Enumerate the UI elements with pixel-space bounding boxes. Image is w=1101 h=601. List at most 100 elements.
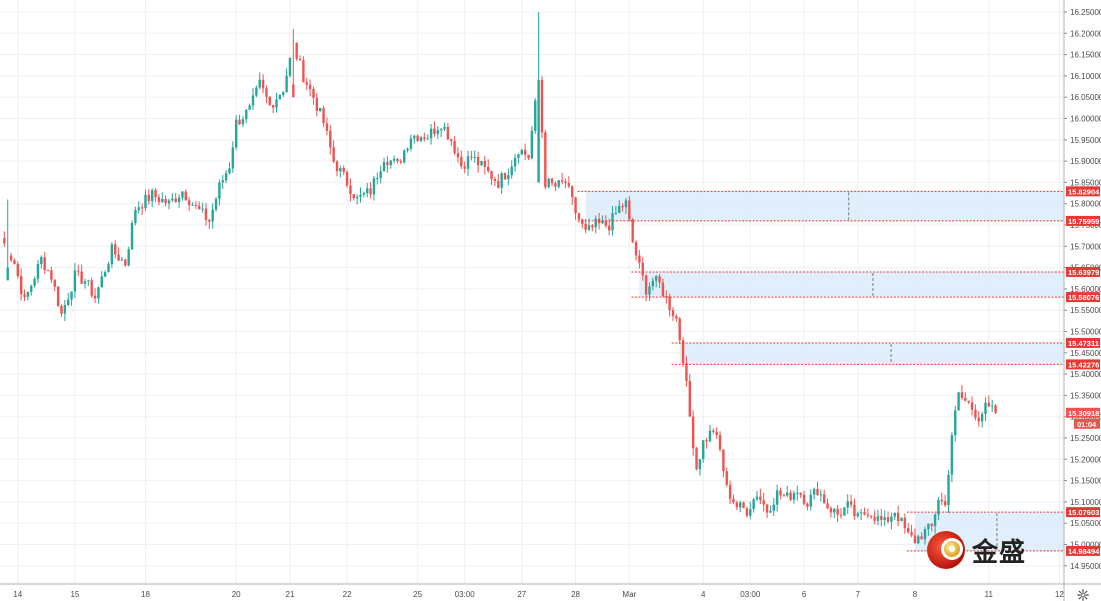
candle-body (752, 499, 755, 510)
y-tick-label: 15.90000 (1070, 157, 1101, 166)
level-zone (585, 191, 1064, 221)
candle-body (994, 405, 997, 414)
candle-body (480, 160, 483, 166)
candle-body (423, 137, 426, 139)
candle-body (920, 536, 923, 540)
candle-body (829, 508, 833, 513)
candle-body (36, 264, 40, 279)
candle-body (870, 515, 873, 517)
candle-body (114, 244, 117, 255)
candle-body (631, 219, 634, 243)
candle-body (950, 435, 954, 475)
candle-body (725, 471, 728, 485)
candle-body (63, 305, 67, 314)
candle-body (611, 213, 614, 231)
candle-body (937, 499, 940, 515)
candle-body (624, 200, 628, 208)
candle-body (295, 43, 298, 60)
level-label-bg (1066, 337, 1100, 348)
x-tick-label: Mar (622, 590, 636, 599)
candle-body (564, 181, 567, 183)
candle-body (604, 220, 607, 226)
gear-icon[interactable] (1077, 589, 1089, 601)
x-tick-label: 18 (141, 590, 150, 599)
candle-body (503, 173, 507, 180)
candle-body (198, 205, 201, 210)
candle-body (859, 512, 863, 514)
candle-body (581, 219, 584, 224)
candle-body (806, 503, 809, 507)
candle-body (419, 137, 423, 142)
candle-body (497, 181, 500, 188)
candle-body (315, 97, 319, 111)
candle-body (947, 474, 950, 506)
candle-body (285, 75, 288, 93)
candle-body (339, 168, 342, 172)
x-tick-label: 7 (856, 590, 861, 599)
y-tick-label: 15.00000 (1070, 541, 1101, 550)
x-tick-label: 20 (232, 590, 241, 599)
candle-body (376, 178, 379, 180)
candle-body (268, 96, 271, 106)
candle-body (218, 182, 221, 199)
candle-body (557, 180, 560, 187)
candle-body (571, 186, 574, 198)
level-zone (639, 271, 1064, 298)
candle-body (772, 504, 775, 511)
candle-body (372, 178, 376, 195)
candle-body (527, 154, 530, 159)
candle-body (681, 340, 685, 364)
candle-body (577, 213, 581, 220)
level-label: 15.47311 (1068, 339, 1099, 348)
level-label-bg (1066, 186, 1100, 197)
gold-coin-logo-icon (927, 531, 965, 569)
candle-body (943, 501, 947, 506)
candle-body (550, 178, 554, 184)
x-tick-label: 14 (13, 590, 22, 599)
candle-body (181, 191, 184, 198)
candle-body (638, 255, 641, 263)
candle-body (530, 130, 534, 159)
candle-body (6, 267, 9, 281)
level-lines (577, 190, 1064, 552)
candle-body (735, 502, 739, 508)
watermark-logo: 金盛 (926, 528, 1046, 574)
candle-body (50, 270, 53, 280)
candle-body (439, 129, 443, 131)
candle-body (255, 87, 258, 96)
candle-body (450, 139, 453, 142)
candle-body (873, 516, 876, 521)
candle-body (819, 494, 823, 496)
candle-body (161, 198, 164, 202)
candle-body (164, 198, 167, 204)
candle-body (843, 507, 846, 516)
candle-body (688, 381, 691, 417)
candle-body (335, 161, 339, 172)
x-tick-label: 6 (802, 590, 807, 599)
candle-body (554, 183, 557, 187)
candle-body (154, 190, 157, 198)
y-tick-label: 15.55000 (1070, 306, 1101, 315)
level-label: 15.58076 (1068, 293, 1099, 302)
y-tick-label: 15.20000 (1070, 455, 1101, 464)
candle-body (13, 260, 16, 265)
candle-body (231, 147, 235, 169)
candle-body (127, 249, 130, 266)
candle-body (560, 180, 564, 182)
candle-body (917, 536, 920, 544)
candle-body (913, 535, 917, 544)
candle-body (984, 402, 987, 415)
candle-body (601, 220, 604, 224)
candle-body (655, 276, 658, 281)
candle-body (238, 119, 241, 125)
candle-body (342, 168, 345, 173)
candle-body (759, 496, 762, 501)
candle-body (987, 402, 991, 407)
price-labels: 15.82904 15.75959 15.63979 15.58076 15.47311… (1066, 186, 1100, 556)
candle-body (359, 194, 362, 197)
candle-body (567, 182, 571, 187)
candle-body (386, 162, 389, 166)
candle-body (167, 200, 171, 204)
candle-body (702, 440, 705, 460)
